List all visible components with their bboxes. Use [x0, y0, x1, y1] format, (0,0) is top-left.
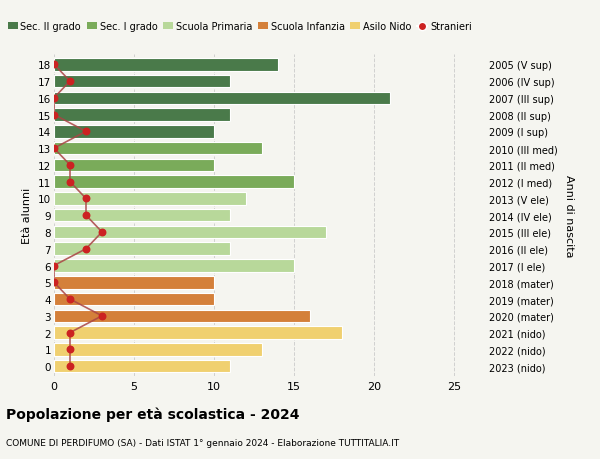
Point — [65, 329, 75, 336]
Point — [49, 112, 59, 119]
Point — [65, 346, 75, 353]
Bar — [54, 59, 278, 72]
Text: Popolazione per età scolastica - 2024: Popolazione per età scolastica - 2024 — [6, 406, 299, 421]
Point — [49, 95, 59, 102]
Legend: Sec. II grado, Sec. I grado, Scuola Primaria, Scuola Infanzia, Asilo Nido, Stran: Sec. II grado, Sec. I grado, Scuola Prim… — [4, 18, 476, 36]
Bar — [54, 226, 326, 239]
Point — [81, 129, 91, 136]
Point — [65, 296, 75, 303]
Bar — [54, 142, 262, 155]
Bar — [54, 176, 294, 189]
Bar — [54, 343, 262, 356]
Text: COMUNE DI PERDIFUMO (SA) - Dati ISTAT 1° gennaio 2024 - Elaborazione TUTTITALIA.: COMUNE DI PERDIFUMO (SA) - Dati ISTAT 1°… — [6, 438, 399, 448]
Bar — [54, 310, 310, 322]
Point — [81, 196, 91, 203]
Point — [49, 279, 59, 286]
Bar — [54, 209, 230, 222]
Bar — [54, 260, 294, 272]
Point — [65, 179, 75, 186]
Bar — [54, 276, 214, 289]
Point — [49, 145, 59, 152]
Y-axis label: Età alunni: Età alunni — [22, 188, 32, 244]
Point — [49, 262, 59, 269]
Point — [97, 313, 107, 320]
Point — [81, 246, 91, 253]
Bar — [54, 243, 230, 256]
Point — [97, 229, 107, 236]
Bar — [54, 327, 342, 339]
Bar — [54, 109, 230, 122]
Point — [81, 212, 91, 219]
Bar — [54, 126, 214, 138]
Bar — [54, 293, 214, 306]
Point — [65, 162, 75, 169]
Point — [49, 62, 59, 69]
Y-axis label: Anni di nascita: Anni di nascita — [564, 174, 574, 257]
Point — [65, 363, 75, 370]
Point — [65, 78, 75, 85]
Bar — [54, 159, 214, 172]
Bar — [54, 360, 230, 373]
Bar — [54, 92, 390, 105]
Bar — [54, 76, 230, 88]
Bar — [54, 193, 246, 205]
